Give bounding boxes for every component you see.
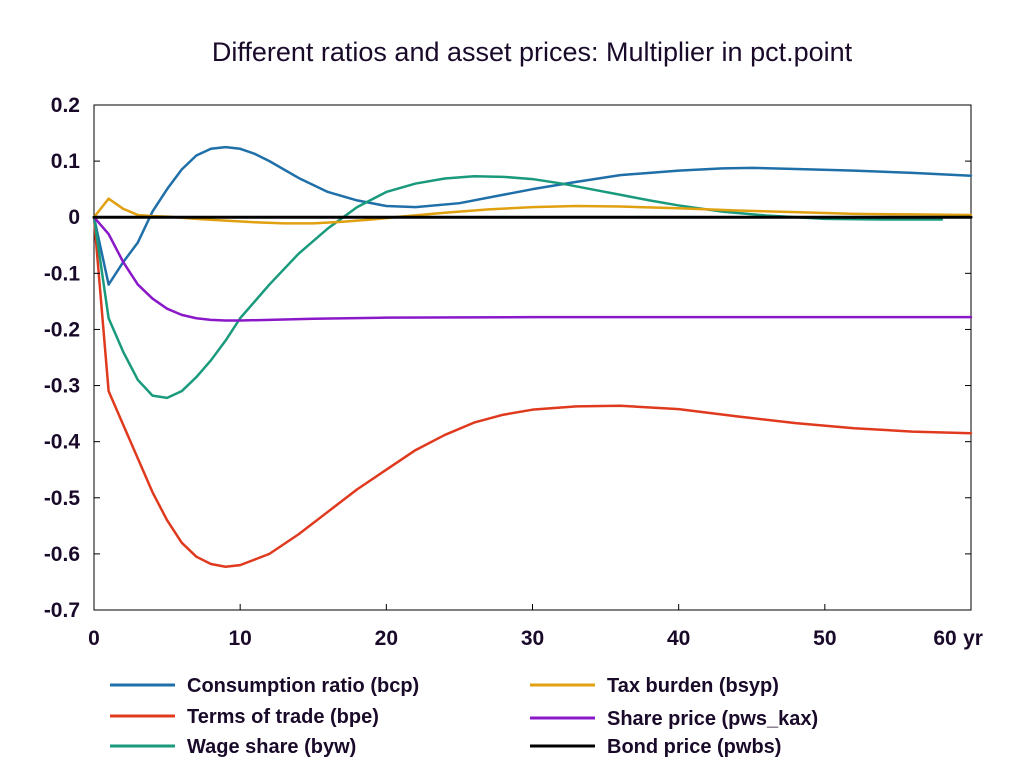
legend-item-terms-of-trade-bpe: Terms of trade (bpe) [110,706,379,728]
series-line-terms-of-trade-bpe [92,215,973,569]
y-tick-label: -0.1 [44,262,81,285]
legend: Consumption ratio (bcp) Terms of trade (b… [110,675,818,758]
x-axis-unit-label: yr [963,627,983,650]
x-tick-label: 10 [228,627,251,650]
y-tick-label: -0.5 [44,487,81,510]
x-tick-label: 20 [375,627,398,650]
plot-area-border [93,104,972,611]
legend-item-share-price-pws-kax: Share price (pws_kax) [530,708,818,730]
legend-item-bond-price-pwbs: Bond price (pwbs) [530,736,781,758]
y-tick-label: -0.3 [44,375,80,398]
x-tick-label: 40 [667,627,690,650]
series-line-wage-share-byw [92,175,944,400]
y-axis-ticks: 0.2 0.1 0 -0.1 -0.2 -0.3 -0.4 -0.5 -0.6 -0.7 [44,94,971,622]
y-tick-label: -0.7 [44,599,80,622]
y-tick-label: 0.1 [51,150,81,173]
legend-label: Bond price (pwbs) [607,736,781,758]
legend-item-consumption-ratio-bcp: Consumption ratio (bcp) [110,675,419,697]
plot-frame [93,104,972,611]
series-line-share-price-pws-kax [92,215,973,322]
series-line-consumption-ratio-bcp [92,145,973,286]
x-tick-label: 0 [88,627,100,650]
y-tick-label: -0.2 [44,318,80,341]
y-tick-label: 0 [68,206,80,229]
series-lines [92,145,973,569]
legend-label: Consumption ratio (bcp) [187,675,419,697]
legend-label: Wage share (byw) [187,736,356,758]
legend-label: Share price (pws_kax) [607,708,818,730]
legend-label: Tax burden (bsyp) [607,675,779,697]
legend-item-wage-share-byw: Wage share (byw) [110,736,356,758]
y-tick-label: -0.6 [44,543,80,566]
x-tick-label: 30 [521,627,544,650]
x-tick-label: 50 [813,627,836,650]
x-tick-label: 60 [933,627,956,650]
y-tick-label: -0.4 [44,431,81,454]
x-axis-ticks: 0 10 20 30 40 50 60 yr [88,604,983,650]
chart-title: Different ratios and asset prices: Multi… [212,37,853,67]
legend-item-tax-burden-bsyp: Tax burden (bsyp) [530,675,779,697]
legend-label: Terms of trade (bpe) [187,706,379,728]
y-tick-label: 0.2 [51,94,80,117]
